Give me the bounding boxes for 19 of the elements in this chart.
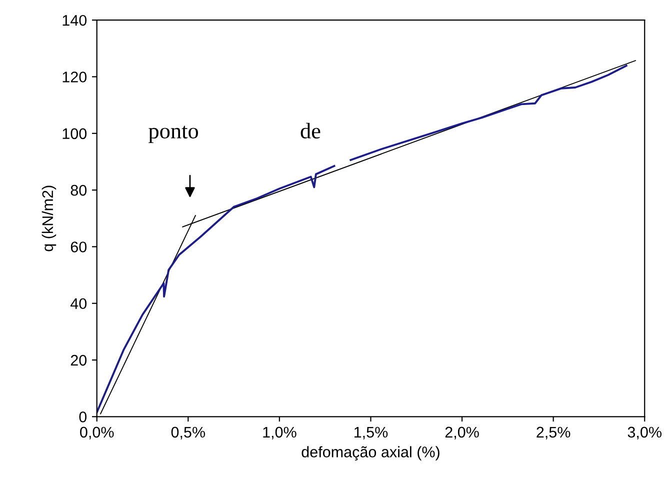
y-tick-label: 40 [70, 298, 87, 310]
y-tick-label: 60 [70, 242, 87, 252]
y-tick-label: 20 [70, 354, 87, 366]
y-tick-label: 140 [62, 14, 87, 26]
x-tick-label: 2,5% [536, 426, 570, 440]
y-tick-label: 0 [79, 412, 87, 422]
x-tick-label: 1,5% [354, 426, 388, 440]
x-tick-label: 0,0% [80, 426, 114, 440]
x-tick-label: 3,0% [628, 426, 662, 440]
y-tick-label: 100 [62, 128, 87, 140]
y-tick-label: 80 [70, 184, 87, 196]
x-tick-label: 0,5% [171, 426, 206, 440]
x-tick-label: 1,0% [263, 426, 296, 440]
x-tick-label: 2,0% [445, 426, 479, 440]
x-axis-title: defomação axial (%) [302, 446, 440, 460]
annotation: ponto [148, 126, 198, 144]
annotation: de [300, 122, 320, 139]
y-axis-title: q (kN/m2) [42, 186, 56, 252]
y-tick-label: 120 [62, 72, 87, 82]
